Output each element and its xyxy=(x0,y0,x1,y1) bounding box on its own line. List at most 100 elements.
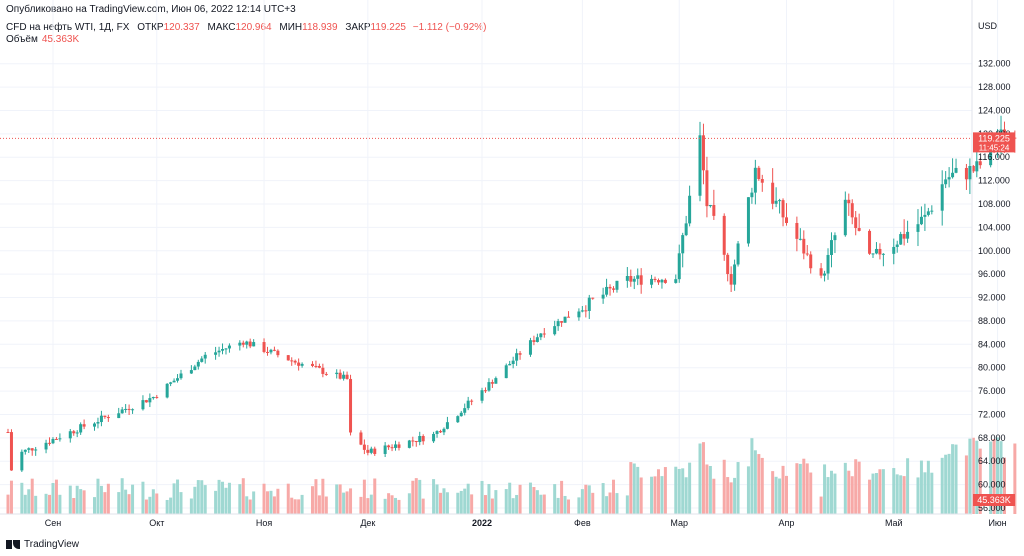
volume-bar xyxy=(383,498,387,514)
volume-bar xyxy=(272,496,276,514)
volume-bar xyxy=(639,477,643,514)
volume-bar xyxy=(878,469,882,514)
candle-body xyxy=(802,238,806,254)
candle-body xyxy=(940,184,944,211)
volume-bar xyxy=(217,479,221,514)
volume-bar xyxy=(297,499,301,514)
y-tick-label: 72.000 xyxy=(978,409,1006,419)
last-price-tag: 119.225 11:45:24 xyxy=(973,132,1015,153)
volume-bar xyxy=(200,480,204,514)
candle-body xyxy=(733,264,737,285)
candle-body xyxy=(445,422,449,429)
candle-body xyxy=(601,294,605,299)
candle-body xyxy=(179,373,183,379)
volume-bar xyxy=(169,497,173,514)
candle-body xyxy=(290,360,294,362)
volume-bar xyxy=(874,473,878,514)
candle-body xyxy=(238,342,242,346)
candle-body xyxy=(518,353,522,355)
candle-body xyxy=(6,432,10,433)
volume-tag-value: 45.363K xyxy=(977,495,1011,505)
footer-brand[interactable]: TradingView xyxy=(6,539,79,550)
candle-body xyxy=(227,345,231,349)
volume-bar xyxy=(418,479,422,514)
candle-body xyxy=(674,279,678,283)
candle-body xyxy=(127,408,131,410)
candle-body xyxy=(439,431,442,433)
candle-body xyxy=(221,349,225,351)
candle-body xyxy=(276,350,280,356)
candle-body xyxy=(463,408,467,413)
volume-bar xyxy=(193,486,197,514)
volume-bar xyxy=(577,497,581,514)
volume-bar xyxy=(847,470,851,514)
candle-body xyxy=(314,365,318,367)
volume-bar xyxy=(729,482,733,514)
volume-bar xyxy=(539,494,543,514)
x-tick-label: Окт xyxy=(149,518,164,528)
candle-body xyxy=(868,230,872,254)
last-price-value: 119.225 xyxy=(978,133,1010,143)
candle-body xyxy=(224,348,228,350)
candle-body xyxy=(248,341,252,347)
candle-body xyxy=(342,374,346,379)
candle-body xyxy=(456,416,460,423)
volume-bar xyxy=(151,489,155,514)
volume-bar xyxy=(470,494,474,514)
volume-bar xyxy=(394,497,398,514)
volume-bar xyxy=(660,476,664,514)
candle-body xyxy=(144,400,148,403)
candle-body xyxy=(805,253,809,255)
volume-bar xyxy=(528,482,532,514)
y-tick-label: 68.000 xyxy=(978,433,1006,443)
volume-label[interactable]: Объём xyxy=(6,34,38,45)
volume-bar xyxy=(165,499,169,514)
volume-bar xyxy=(996,437,1000,514)
volume-bar xyxy=(591,492,595,514)
volume-bar xyxy=(155,493,159,514)
candle-body xyxy=(310,363,314,366)
symbol-name[interactable]: CFD на нефть WTI, 1Д, FX xyxy=(6,22,130,33)
low-label: МИН xyxy=(279,22,303,33)
candle-body xyxy=(96,422,100,424)
volume-bar xyxy=(276,488,280,514)
candle-body xyxy=(397,444,401,448)
candle-body xyxy=(241,342,245,345)
candle-body xyxy=(421,436,425,442)
candle-body xyxy=(490,382,494,384)
volume-bar xyxy=(494,490,498,514)
volume-bar xyxy=(923,472,927,514)
volume-bar xyxy=(23,494,27,514)
candle-body xyxy=(124,408,128,410)
volume-bar xyxy=(459,490,463,514)
y-tick-label: 112.000 xyxy=(978,176,1010,186)
x-tick-label: Май xyxy=(885,518,903,528)
volume-bar xyxy=(944,454,948,514)
currency-label: USD xyxy=(978,21,998,31)
candle-body xyxy=(705,170,709,207)
volume-bar xyxy=(196,480,200,514)
y-tick-label: 76.000 xyxy=(978,386,1006,396)
candle-body xyxy=(563,316,567,323)
volume-bar xyxy=(857,461,861,514)
volume-bar xyxy=(677,468,681,514)
candle-body xyxy=(923,214,927,217)
volume-bar xyxy=(480,480,484,514)
volume-bar xyxy=(712,478,716,514)
volume-bar xyxy=(445,492,449,514)
y-tick-label: 100.000 xyxy=(978,246,1011,256)
volume-bar xyxy=(317,495,321,514)
y-tick-label: 84.000 xyxy=(978,339,1006,349)
candle-body xyxy=(286,355,290,361)
volume-bar xyxy=(681,468,685,514)
volume-bar xyxy=(785,475,788,514)
volume-bar xyxy=(508,482,512,514)
volume-bar xyxy=(75,485,79,514)
volume-bar xyxy=(466,483,470,514)
candle-body xyxy=(359,432,363,445)
volume-bar xyxy=(373,478,377,514)
candle-body xyxy=(857,228,861,231)
candle-body xyxy=(902,234,906,239)
volume-bar xyxy=(421,498,425,514)
